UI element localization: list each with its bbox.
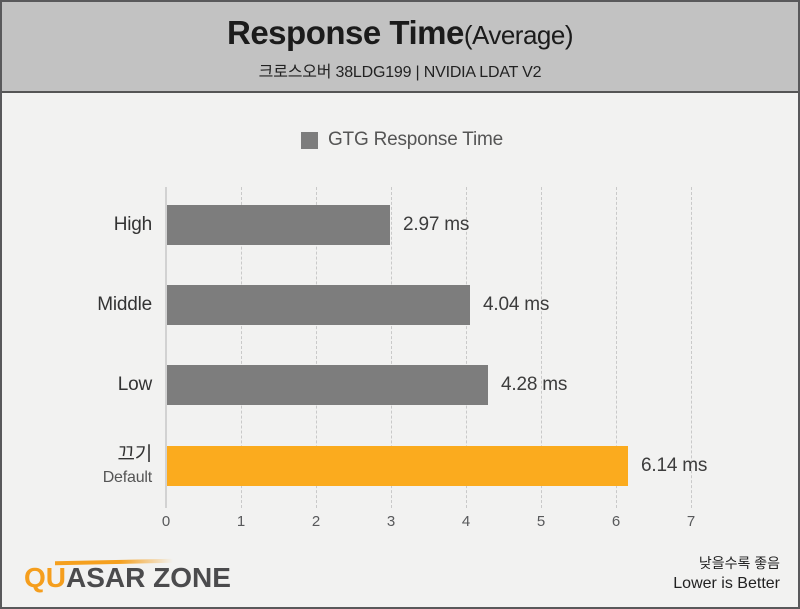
tick-label: 0 — [161, 513, 171, 530]
gridline — [391, 187, 392, 508]
note-english: Lower is Better — [673, 575, 780, 592]
bar-Middle — [167, 285, 470, 325]
gridline — [691, 187, 692, 508]
chart-legend: GTG Response Time — [2, 129, 798, 151]
gridline — [316, 187, 317, 508]
category-label: Low — [2, 365, 152, 405]
tick-label: 4 — [461, 513, 471, 530]
tick-label: 7 — [686, 513, 696, 530]
tick-label: 2 — [311, 513, 321, 530]
category-label-main: High — [113, 214, 152, 235]
category-label-sub: Default — [102, 469, 152, 486]
category-label-main: Low — [117, 374, 152, 395]
plot-area: 2.97 ms 4.04 ms 4.28 ms 6.14 ms — [165, 187, 707, 508]
note-korean: 낮을수록 좋음 — [698, 555, 780, 571]
category-label-main: 끄기 — [117, 444, 152, 465]
value-label: 4.28 ms — [501, 374, 568, 395]
category-label: Middle — [2, 285, 152, 325]
gridline — [241, 187, 242, 508]
gridline — [616, 187, 617, 508]
chart-subtitle: 크로스오버 38LDG199 | NVIDIA LDAT V2 — [258, 63, 542, 81]
y-axis-line — [165, 187, 167, 508]
tick-label: 1 — [236, 513, 246, 530]
x-axis-ticks: 0 1 2 3 4 5 6 7 — [162, 513, 695, 533]
title-main: Response Time — [227, 13, 464, 51]
category-axis: High Middle Low 끄기 Default — [2, 187, 152, 508]
tick-label: 3 — [386, 513, 396, 530]
tick-label: 6 — [611, 513, 621, 530]
page-title: Response Time (Average) — [227, 13, 574, 52]
logo-text-accent: QU — [24, 562, 66, 593]
bar-Low — [167, 365, 488, 405]
gridline — [466, 187, 467, 508]
category-label: 끄기 Default — [2, 444, 152, 486]
logo-text-rest: ASAR ZONE — [66, 562, 231, 593]
legend-label: GTG Response Time — [327, 129, 504, 150]
value-label: 4.04 ms — [483, 294, 550, 315]
bar-High — [167, 205, 390, 245]
legend-swatch-icon — [300, 131, 318, 149]
bar-끄기 — [167, 446, 628, 486]
title-suffix: (Average) — [463, 19, 574, 50]
footer-note: 낮을수록 좋음 Lower is Better — [480, 553, 780, 594]
gridline — [541, 187, 542, 508]
value-label: 6.14 ms — [641, 455, 708, 476]
chart-header: Response Time (Average) 크로스오버 38LDG199 | … — [2, 2, 798, 93]
tick-label: 5 — [536, 513, 546, 530]
category-label: High — [2, 205, 152, 245]
value-label: 2.97 ms — [403, 214, 470, 235]
category-label-main: Middle — [97, 294, 152, 315]
quasarzone-logo: QUASAR ZONE — [24, 558, 231, 594]
